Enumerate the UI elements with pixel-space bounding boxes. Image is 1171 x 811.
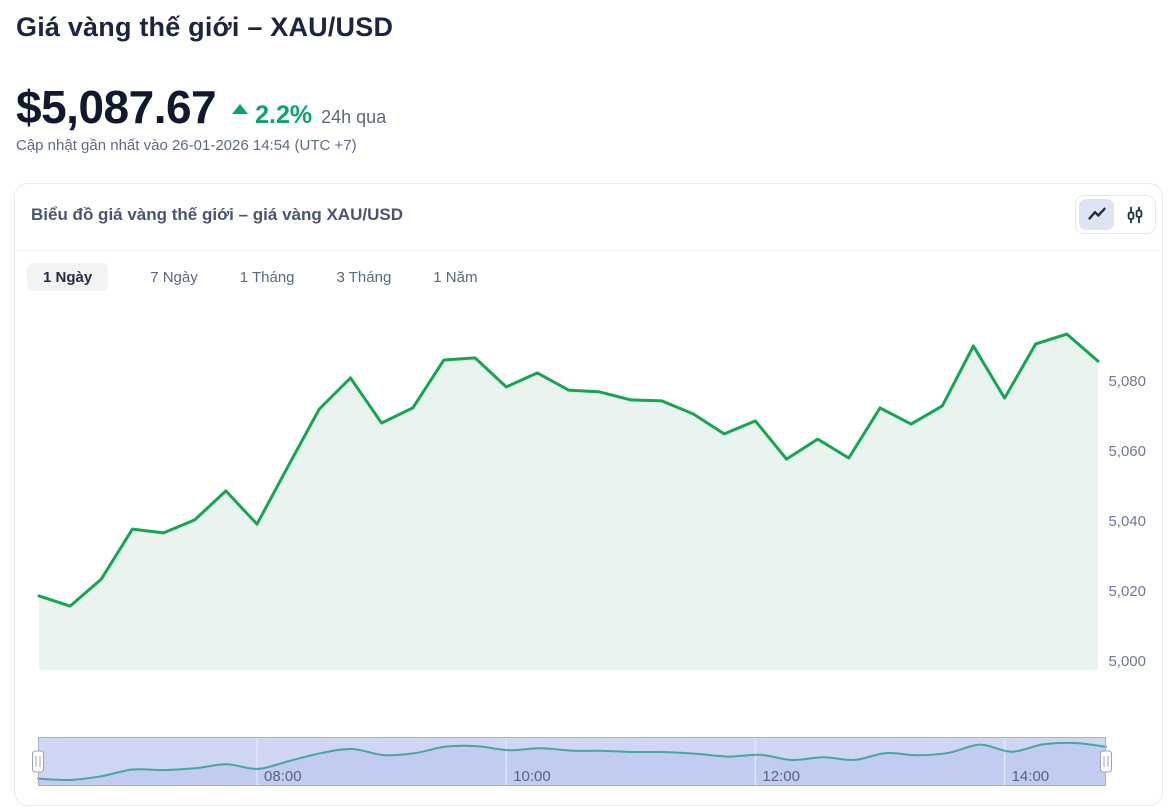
card-divider bbox=[15, 250, 1162, 251]
candlestick-icon bbox=[1127, 206, 1142, 223]
price-row: $5,087.67 2.2% 24h qua bbox=[16, 80, 386, 134]
navigator-handle-left[interactable] bbox=[32, 750, 44, 773]
price-line bbox=[37, 332, 1100, 608]
range-tab-1-tháng[interactable]: 1 Tháng bbox=[240, 263, 295, 291]
y-axis-label: 5,020 bbox=[1108, 583, 1146, 600]
chart-card-title: Biểu đồ giá vàng thế giới – giá vàng XAU… bbox=[31, 205, 403, 224]
y-axis-label: 5,040 bbox=[1108, 513, 1146, 530]
page-title: Giá vàng thế giới – XAU/USD bbox=[16, 12, 394, 42]
price-area bbox=[39, 334, 1098, 670]
range-tab-3-tháng[interactable]: 3 Tháng bbox=[337, 263, 392, 291]
range-tab-1-ngày[interactable]: 1 Ngày bbox=[27, 263, 109, 291]
navigator-handle-right[interactable] bbox=[1100, 750, 1112, 773]
y-axis-label: 5,080 bbox=[1108, 373, 1146, 390]
y-axis-label: 5,000 bbox=[1108, 653, 1146, 670]
time-axis-label: 12:00 bbox=[762, 768, 800, 785]
navigator-area bbox=[38, 742, 1106, 786]
line-chart-button[interactable] bbox=[1079, 199, 1114, 230]
price-chart[interactable]: 5,000 5,020 5,040 5,060 5,080 08:00 10:00 12:00… bbox=[15, 301, 1164, 807]
arrow-up-icon bbox=[232, 104, 249, 114]
navigator-line bbox=[37, 741, 1107, 782]
candlestick-chart-button[interactable] bbox=[1117, 199, 1152, 230]
y-axis-label: 5,060 bbox=[1108, 443, 1146, 460]
line-chart-icon bbox=[1087, 207, 1106, 220]
range-tab-7-ngày[interactable]: 7 Ngày bbox=[150, 263, 198, 291]
range-tabs: 1 Ngày 7 Ngày 1 Tháng 3 Tháng 1 Năm bbox=[27, 263, 477, 291]
time-axis-label: 10:00 bbox=[513, 768, 551, 785]
last-updated: Cập nhật gần nhất vào 26-01-2026 14:54 (… bbox=[16, 137, 357, 154]
change-percent: 2.2% bbox=[255, 101, 313, 129]
range-tab-1-năm[interactable]: 1 Năm bbox=[433, 263, 477, 291]
chart-card: Biểu đồ giá vàng thế giới – giá vàng XAU… bbox=[14, 183, 1163, 806]
chart-type-toggle bbox=[1075, 195, 1156, 234]
time-axis-label: 08:00 bbox=[264, 768, 302, 785]
time-axis-label: 14:00 bbox=[1012, 768, 1050, 785]
change-period: 24h qua bbox=[321, 107, 387, 127]
current-price: $5,087.67 bbox=[16, 81, 217, 133]
